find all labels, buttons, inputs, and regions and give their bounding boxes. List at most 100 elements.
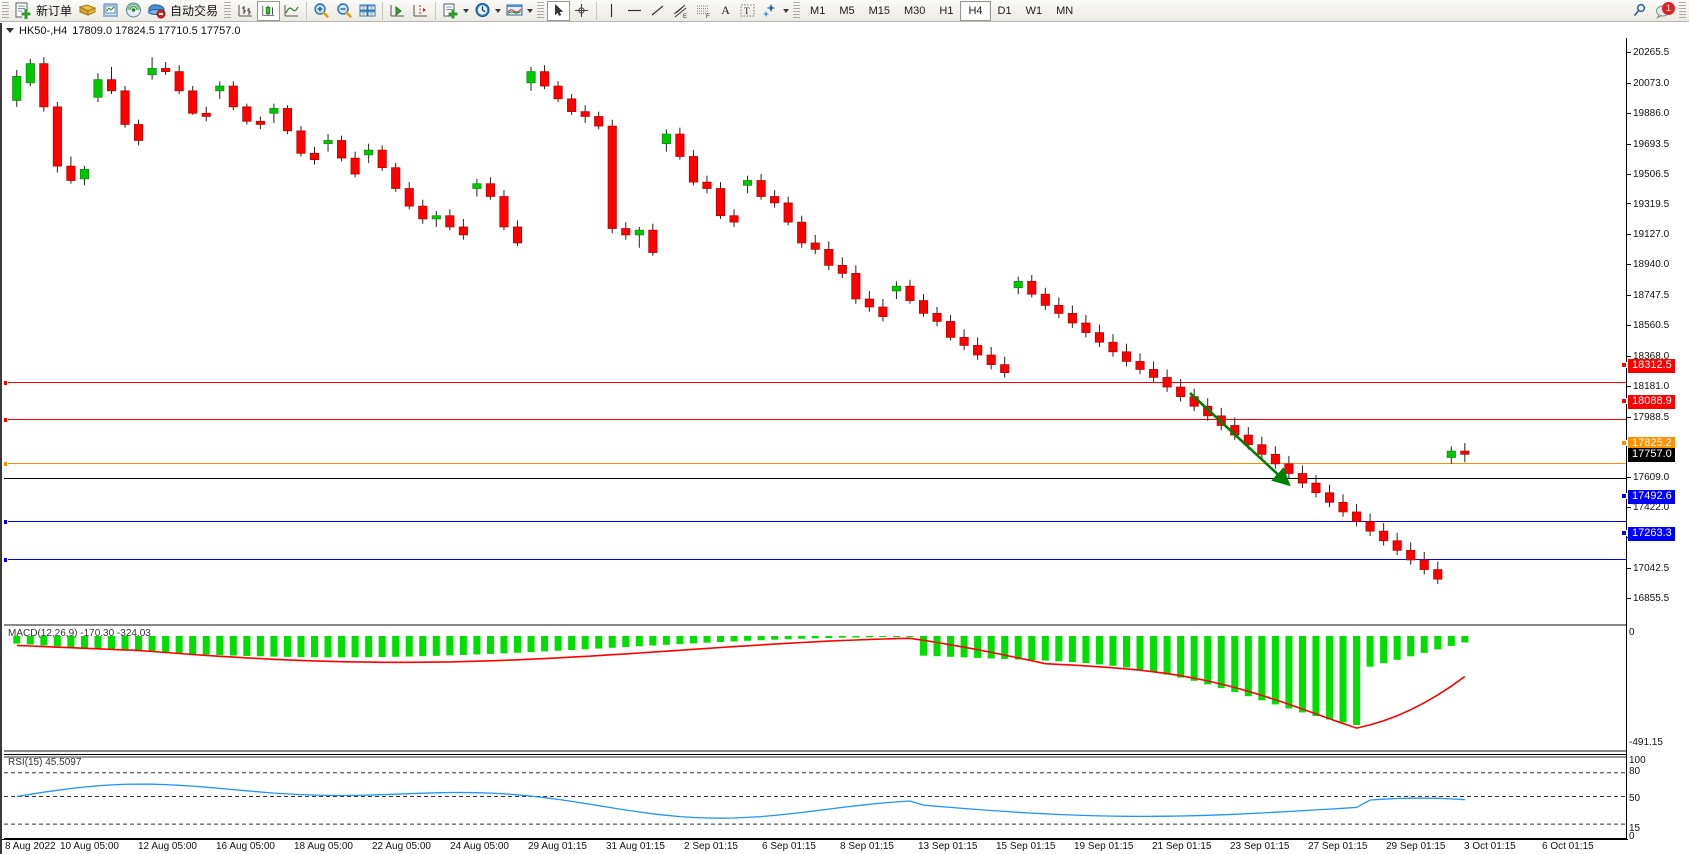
resistance-level-2-tag[interactable]: 18088.9 [1621,394,1675,409]
timeframe-m30[interactable]: M30 [904,4,926,17]
time-tick-label: 12 Aug 05:00 [138,841,197,852]
price-tick-label: 19319.5 [1633,198,1670,210]
rsi-axis-tick-label: 100 [1629,755,1646,766]
toolbar-grip[interactable] [2,1,9,20]
toolbar-grip-right[interactable] [1679,1,1686,20]
chart-menu-caret-icon[interactable] [6,28,14,33]
period-icon[interactable] [471,1,494,21]
level-handle-17263[interactable] [4,557,8,563]
level-line-18089[interactable] [4,417,1628,423]
search-icon[interactable] [1628,1,1651,21]
tag-handle[interactable] [1621,493,1627,500]
toolbar-grip-4[interactable] [793,1,801,20]
tag-handle[interactable] [1621,439,1627,446]
price-tick: 17609.0 [1627,473,1669,483]
text-label-icon[interactable]: T [736,1,759,21]
crosshair-icon[interactable] [570,1,593,21]
timeframe-m15[interactable]: M15 [868,4,890,17]
macd-axis-tick: 0 [1627,628,1635,638]
resistance-level-1-tag[interactable]: 18312.5 [1621,358,1675,373]
macd-series [13,636,1469,729]
timeframe-h4[interactable]: H4 [960,0,991,21]
bar-chart-icon[interactable] [234,1,257,21]
level-line-17493[interactable] [4,519,1628,525]
price-pane[interactable] [4,38,1628,616]
level-handle-17493[interactable] [4,519,8,525]
zoom-in-icon[interactable] [310,1,333,21]
price-tick-label: 18560.5 [1633,320,1670,332]
indicators-icon[interactable] [503,1,526,21]
svg-text:T: T [744,6,750,16]
tile-windows-icon[interactable] [356,1,379,21]
level-handle-18312[interactable] [4,380,8,386]
price-tick: 18181.0 [1627,381,1669,392]
rsi-axis-tick-label: 15 [1629,823,1641,834]
chart-shift-icon[interactable] [409,1,432,21]
price-tick-label: 17042.5 [1633,563,1670,575]
level-line-18312[interactable] [4,380,1628,386]
text-icon[interactable]: A [721,3,730,17]
market-watch-icon[interactable] [99,1,122,21]
level-line-17757[interactable] [4,478,1628,479]
fibonacci-icon[interactable]: F [692,1,715,21]
chart-ohlc: 17809.0 17824.5 17710.5 17757.0 [72,24,241,37]
period-dropdown-arrow[interactable] [495,8,502,13]
shapes-dropdown-arrow[interactable] [783,8,790,13]
toolbar-grip-2[interactable] [224,1,232,20]
timeframe-mn[interactable]: MN [1056,4,1074,17]
pivot-level-tag[interactable]: 17825.2 [1621,436,1675,451]
auto-trading-label[interactable]: 自动交易 [170,3,219,18]
rsi-label: RSI(15) 45.5097 [8,757,82,768]
time-axis[interactable]: 8 Aug 2022 10 Aug 05:00 12 Aug 05:00 16 Aug… [2,839,1628,854]
time-tick-label: 10 Aug 05:00 [60,841,119,852]
time-tick-label: 22 Aug 05:00 [372,841,431,852]
price-tick-label: 18747.5 [1633,290,1670,302]
tag-handle[interactable] [1621,361,1627,368]
timeframe-w1[interactable]: W1 [1025,4,1043,17]
new-object-dropdown-arrow[interactable] [463,8,470,13]
time-tick-label: 8 Aug 2022 [5,841,56,852]
chart-header: HK50-,H4 17809.0 17824.5 17710.5 17757.0 [2,23,1689,38]
mail-icon[interactable]: 1 [1651,1,1677,21]
new-order-label[interactable]: 新订单 [36,3,73,18]
signal-icon[interactable] [122,1,145,21]
price-tick: 20073.0 [1627,78,1669,89]
last-price-tag[interactable]: 17757.0 [1628,447,1675,462]
equidistant-channel-icon[interactable]: E [669,1,692,21]
folder-icon[interactable] [76,1,99,21]
price-axis[interactable]: 20265.5 20073.0 19886.0 19693.5 19506.5 19319… [1621,38,1689,854]
price-tick-label: 16855.5 [1633,593,1670,605]
auto-trading-icon[interactable] [145,1,168,21]
tag-handle[interactable] [1621,397,1627,404]
timeframe-m1[interactable]: M1 [810,4,826,17]
rsi-pane[interactable]: RSI(15) 45.5097 [4,754,1628,839]
trendline-icon[interactable] [646,1,669,21]
level-handle-17825[interactable] [4,461,8,467]
level-line-17263[interactable] [4,557,1628,563]
mail-badge: 1 [1662,1,1675,15]
shapes-icon[interactable] [759,1,782,21]
line-chart-icon[interactable] [280,1,303,21]
tag-handle[interactable] [1621,529,1627,536]
level-handle-18089[interactable] [4,417,8,423]
macd-pane[interactable]: MACD(12,26,9) -170.30 -324.03 [4,624,1628,752]
auto-scroll-icon[interactable] [386,1,409,21]
price-tick-label: 19693.5 [1633,138,1670,150]
timeframe-m5[interactable]: M5 [839,4,855,17]
support-level-1-tag[interactable]: 17492.6 [1621,490,1675,505]
support-level-1-value: 17492.6 [1632,490,1672,503]
zoom-out-icon[interactable] [333,1,356,21]
timeframe-d1[interactable]: D1 [997,4,1012,17]
toolbar-grip-3[interactable] [537,1,545,20]
cursor-icon[interactable] [547,0,571,21]
candlestick-chart-icon[interactable] [257,0,281,21]
price-tick: 19693.5 [1627,138,1670,150]
horizontal-line-icon[interactable] [623,1,646,21]
level-line-17825[interactable] [4,461,1628,467]
new-order-icon[interactable] [12,1,34,21]
timeframe-h1[interactable]: H1 [939,4,954,17]
support-level-2-tag[interactable]: 17263.3 [1621,526,1675,541]
vertical-line-icon[interactable] [600,1,623,21]
indicators-dropdown-arrow[interactable] [527,8,534,13]
new-object-icon[interactable] [439,1,462,21]
